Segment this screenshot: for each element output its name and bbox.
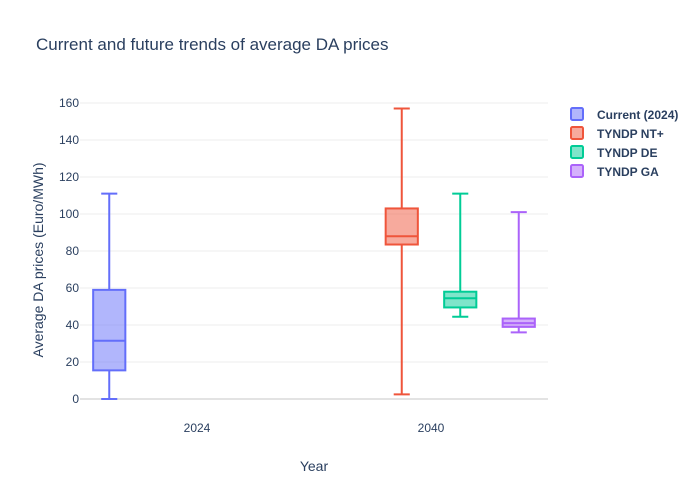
y-tick-label: 40 <box>66 318 80 332</box>
box-iqr <box>384 207 419 246</box>
x-tick-label: 2040 <box>418 421 445 435</box>
x-axis-title: Year <box>300 458 329 474</box>
box-layer <box>92 107 536 401</box>
y-tick-label: 80 <box>66 244 80 258</box>
box-trace[interactable] <box>501 211 536 334</box>
legend-label: TYNDP NT+ <box>597 127 664 141</box>
y-tick-label: 20 <box>66 355 80 369</box>
y-tick-label: 100 <box>59 207 79 221</box>
y-tick-label: 120 <box>59 170 79 184</box>
legend-label: TYNDP GA <box>597 165 659 179</box>
box-iqr <box>443 290 478 309</box>
legend[interactable]: Current (2024) TYNDP NT+ TYNDP DE TYNDP GA <box>570 107 678 179</box>
grid-layer <box>80 102 548 401</box>
y-tick-label: 140 <box>59 133 79 147</box>
legend-swatch <box>570 107 584 121</box>
legend-swatch <box>570 126 584 140</box>
x-tick-label: 2024 <box>184 421 211 435</box>
chart-title: Current and future trends of average DA … <box>36 35 388 54</box>
box-trace[interactable] <box>92 192 127 401</box>
box-trace[interactable] <box>384 107 419 396</box>
y-axis-title: Average DA prices (Euro/MWh) <box>30 162 46 357</box>
y-tick-label: 60 <box>66 281 80 295</box>
box-trace[interactable] <box>443 192 478 318</box>
legend-item[interactable]: TYNDP NT+ <box>570 126 664 141</box>
legend-label: TYNDP DE <box>597 146 657 160</box>
y-tick-label: 160 <box>59 96 79 110</box>
y-tick-label: 0 <box>72 392 79 406</box>
legend-swatch <box>570 145 584 159</box>
legend-item[interactable]: TYNDP DE <box>570 145 657 160</box>
legend-swatch <box>570 164 584 178</box>
box-iqr <box>92 288 127 372</box>
legend-label: Current (2024) <box>597 108 678 122</box>
legend-item[interactable]: TYNDP GA <box>570 164 659 179</box>
legend-item[interactable]: Current (2024) <box>570 107 678 122</box>
